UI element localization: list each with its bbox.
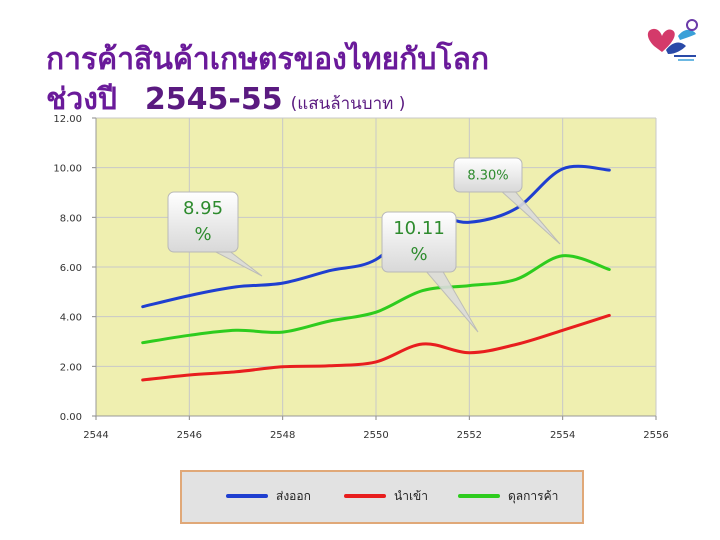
callout-balance-growth: 8.30% (453, 157, 561, 245)
series-line-export (141, 164, 611, 309)
y-tick-label: 4.00 (60, 313, 82, 324)
callout-box (381, 211, 457, 273)
legend-item-export: ส่งออก (226, 486, 311, 506)
legend-item-import: นำเข้า (344, 486, 428, 506)
callout-text: 8.95 (183, 198, 223, 219)
legend-swatch-export (226, 494, 268, 498)
x-tick-label: 2544 (83, 430, 108, 441)
y-tick-label: 6.00 (60, 263, 82, 274)
legend-label-export: ส่งออก (276, 488, 311, 503)
series-line-import (141, 313, 611, 382)
organization-logo (647, 19, 698, 61)
title-year-range: 2545-55 (144, 82, 283, 117)
title-unit: (แสนล้านบาท ) (290, 94, 406, 114)
legend-item-trade-balance: ดุลการค้า (458, 486, 558, 506)
trade-line-chart: 0.00 2.00 4.00 6.00 8.00 10.00 12.00 2544 2546 25… (53, 114, 668, 441)
legend-swatch-import (344, 494, 386, 498)
title-line-2: ช่วงปี 2545-55 (แสนล้านบาท ) (46, 80, 489, 124)
callout-export-growth: 8.95% (167, 191, 263, 277)
y-tick-label: 12.00 (53, 114, 82, 125)
title-line-1: การค้าสินค้าเกษตรของไทยกับโลก (46, 42, 490, 77)
chart-legend: ส่งออก นำเข้า ดุลการค้า (180, 470, 584, 524)
legend-swatch-trade-balance (458, 494, 500, 498)
x-tick-label: 2556 (643, 430, 668, 441)
x-tick-label: 2550 (363, 430, 388, 441)
legend-label-import: นำเข้า (394, 488, 428, 503)
callout-box (453, 157, 523, 193)
callout-text: % (410, 244, 427, 265)
x-tick-label: 2554 (550, 430, 575, 441)
y-tick-label: 10.00 (53, 164, 82, 175)
series-line-trade-balance (141, 254, 611, 345)
x-tick-label: 2548 (270, 430, 295, 441)
title-period-label: ช่วงปี (46, 82, 117, 117)
y-tick-label: 8.00 (60, 213, 82, 224)
callout-text: % (194, 224, 211, 245)
x-tick-label: 2546 (177, 430, 202, 441)
y-tick-label: 0.00 (60, 412, 82, 423)
callout-box (167, 191, 239, 253)
callout-import-growth: 10.11% (381, 211, 479, 333)
callout-text: 8.30% (467, 169, 508, 184)
page-title: การค้าสินค้าเกษตรของไทยกับโลก ช่วงปี 2545… (46, 40, 489, 124)
legend-label-trade-balance: ดุลการค้า (508, 488, 559, 503)
y-tick-label: 2.00 (60, 362, 82, 373)
x-tick-label: 2552 (457, 430, 482, 441)
callout-text: 10.11 (393, 218, 445, 239)
